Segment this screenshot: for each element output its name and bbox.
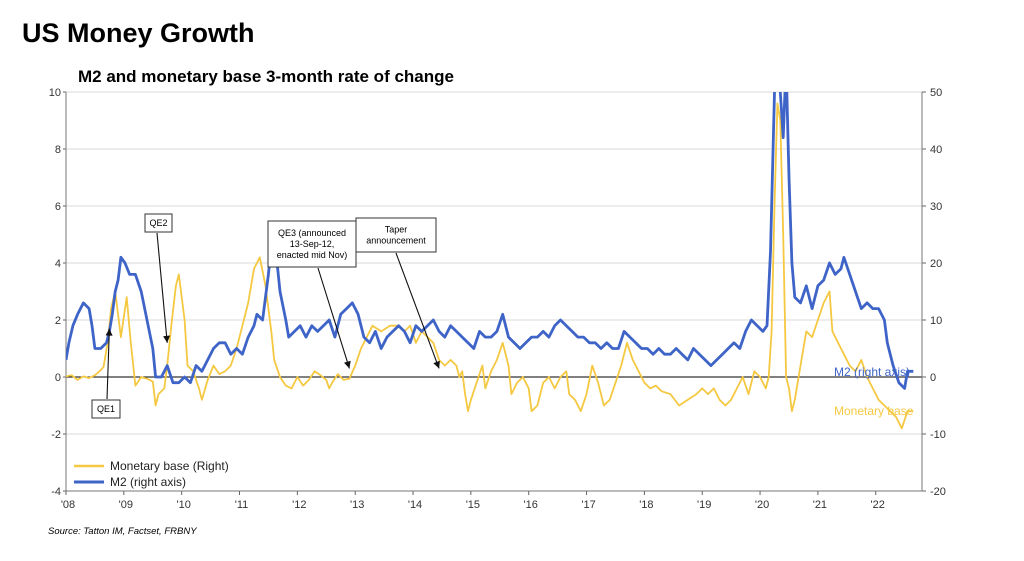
annotation-text: Taper	[385, 225, 408, 235]
series-line-monetary-base	[66, 102, 914, 430]
series-lines	[66, 92, 914, 430]
annotation-arrow	[106, 328, 110, 400]
annotation-text: QE3 (announced	[278, 228, 346, 238]
y-left-tick-label: 6	[55, 201, 61, 213]
annotation-text: enacted mid Nov)	[277, 250, 348, 260]
x-tick-label: '20	[755, 499, 769, 511]
y-left-tick-label: 0	[55, 372, 61, 384]
source-note: Source: Tatton IM, Factset, FRBNY	[48, 526, 197, 537]
x-tick-label: '19	[697, 499, 711, 511]
annotation-qe2: QE2	[144, 213, 173, 343]
y-right-tick-label: -10	[930, 429, 946, 441]
annotation-qe1: QE1	[91, 328, 121, 419]
annotation-text: QE1	[97, 404, 115, 414]
x-tick-label: '16	[524, 499, 538, 511]
y-right-tick-label: 20	[930, 258, 942, 270]
annotation-arrowhead	[105, 328, 113, 336]
x-tick-label: '22	[871, 499, 885, 511]
y-right-tick-label: 50	[930, 87, 942, 99]
x-tick-label: '17	[581, 499, 595, 511]
series-line-m2	[66, 92, 914, 390]
annotation-arrow	[317, 267, 350, 369]
y-left-tick-label: -2	[51, 429, 61, 441]
annotation-box	[355, 217, 437, 253]
chart-subtitle: M2 and monetary base 3-month rate of cha…	[78, 67, 454, 86]
axes: -4-20246810-20-1001020304050'08'09'10'11…	[49, 87, 946, 511]
legend-label-monetary-base: Monetary base (Right)	[110, 459, 229, 473]
annotation-text: announcement	[366, 236, 426, 246]
annotation-text: 13-Sep-12,	[290, 239, 335, 249]
x-tick-label: '11	[235, 499, 249, 511]
page-title: US Money Growth	[22, 18, 255, 48]
x-tick-label: '15	[466, 499, 480, 511]
annotation-arrowhead	[344, 360, 351, 369]
annotation-box	[91, 399, 121, 419]
legend-label-m2: M2 (right axis)	[110, 475, 186, 489]
x-tick-label: '18	[639, 499, 653, 511]
x-tick-label: '09	[119, 499, 133, 511]
y-right-tick-label: 40	[930, 144, 942, 156]
y-left-tick-label: 10	[49, 87, 61, 99]
y-left-tick-label: 8	[55, 144, 61, 156]
y-right-tick-label: 10	[930, 315, 942, 327]
x-tick-label: '08	[61, 499, 75, 511]
annotation-arrowhead	[163, 335, 171, 343]
annotation-arrow	[156, 232, 168, 343]
x-tick-label: '10	[177, 499, 191, 511]
y-left-tick-label: 2	[55, 315, 61, 327]
side-label-monetary-base: Monetary base	[834, 404, 914, 418]
chart-legend: Monetary base (Right) M2 (right axis)	[74, 459, 229, 489]
x-tick-label: '14	[408, 499, 422, 511]
side-label-m2: M2 (right axis)	[834, 365, 910, 379]
x-tick-label: '21	[813, 499, 827, 511]
annotation-text: QE2	[149, 218, 167, 228]
y-left-tick-label: 4	[55, 258, 61, 270]
annotation-box	[144, 213, 173, 233]
annotation-arrowhead	[433, 360, 440, 369]
y-right-tick-label: -20	[930, 486, 946, 498]
annotation-arrow	[395, 252, 440, 369]
x-tick-label: '12	[292, 499, 306, 511]
x-tick-label: '13	[350, 499, 364, 511]
y-left-tick-label: -4	[51, 486, 61, 498]
y-right-tick-label: 0	[930, 372, 936, 384]
y-right-tick-label: 30	[930, 201, 942, 213]
